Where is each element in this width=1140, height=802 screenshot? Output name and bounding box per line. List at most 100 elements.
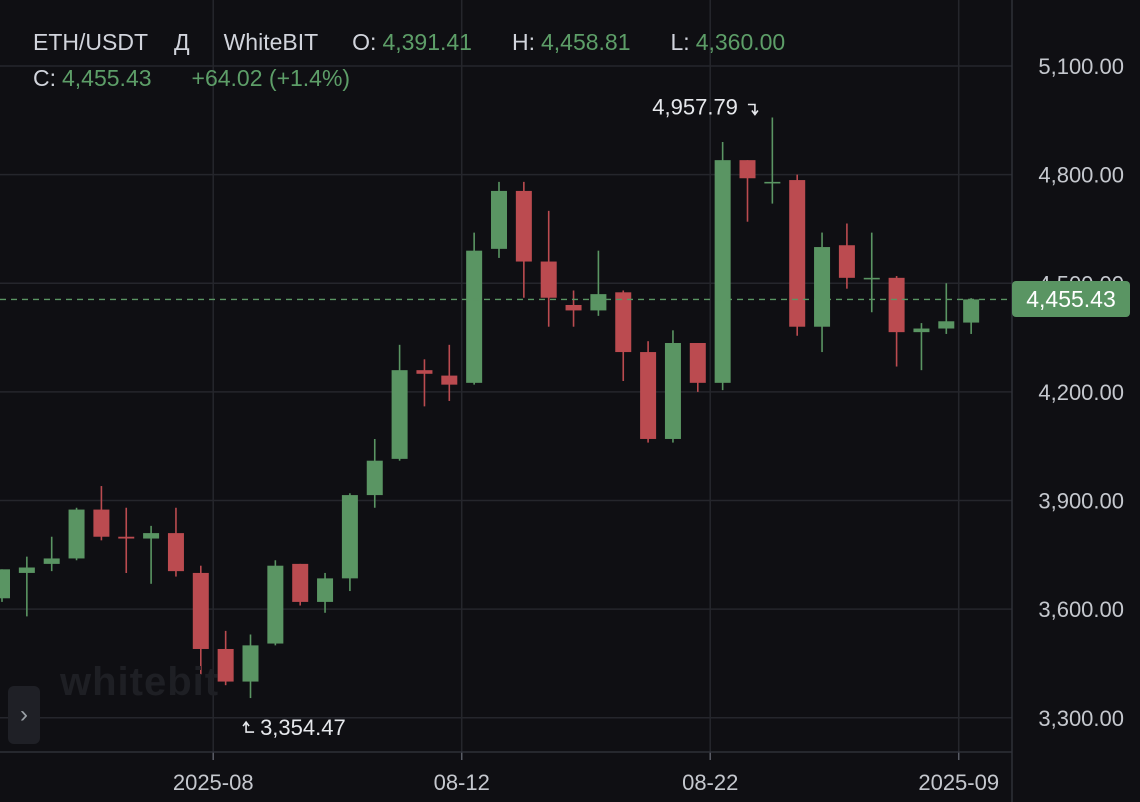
candle-body [242,645,259,682]
y-tick-label: 4,200.00 [1038,380,1124,405]
high-value: 4,458.81 [540,29,631,55]
candle [143,525,160,584]
candle-body [764,181,781,184]
candle-body [789,180,806,327]
chevron-right-icon: › [20,701,28,728]
candle [416,359,433,407]
candle [640,341,657,443]
candle [515,181,532,298]
candle [963,298,980,334]
candle-body [441,375,458,385]
symbol-label[interactable]: ETH/USDT [33,29,148,55]
candle [540,210,557,327]
scroll-left-button[interactable]: › [8,686,40,744]
candle-body [143,533,160,539]
candle-body [689,343,706,383]
timeframe-label[interactable]: Д [174,29,190,55]
exchange-label: WhiteBIT [223,29,319,55]
candle-body [192,572,209,649]
candle-body [739,160,756,179]
candle [714,142,731,391]
candle [366,438,383,508]
candle [491,181,507,258]
low-label: L: [670,29,690,55]
y-tick-label: 5,100.00 [1038,54,1124,79]
candle-body [640,352,657,439]
candle-body [366,460,383,496]
candle-body [317,578,334,602]
candle [689,343,706,392]
close-value: 4,455.43 [62,65,152,91]
grid [0,0,1012,752]
y-tick-label: 3,300.00 [1038,706,1124,731]
candle [590,250,607,316]
change-value: +64.02 (+1.4%) [191,65,351,91]
candle [441,344,458,401]
overlays: 4,957.79 3,354.47 [0,94,1012,740]
candle-body [565,304,582,311]
candle [292,563,309,606]
candle-body [217,648,234,682]
candle-body [68,509,85,559]
candle [888,276,905,367]
x-tick-label: 08-22 [682,770,738,795]
candle [838,223,855,289]
last-price-badge: 4,455.43 [1012,281,1130,318]
exchange-watermark: whitebit [60,660,220,704]
candle [789,174,806,336]
candle [565,290,582,327]
candle [267,560,284,646]
low-annotation-label: 3,354.47 [260,715,346,740]
candle [242,634,259,699]
candle-body [714,160,731,383]
candle-body [416,370,433,374]
candle [739,160,756,222]
candle [341,493,358,592]
open-value: 4,391.41 [382,29,472,55]
y-tick-label: 3,900.00 [1038,489,1124,514]
ohlc-legend: ETH/USDT Д WhiteBIT O: 4,391.41 H: 4,458… [33,24,785,96]
candle-body [292,563,309,602]
candle [118,507,135,573]
open-label: O: [352,29,377,55]
candle-body [0,569,10,599]
candle [317,572,334,613]
candle-body [491,190,507,249]
candle [68,507,85,561]
candle [814,232,831,353]
candle-body [615,292,632,353]
x-tick-label: 2025-08 [173,770,254,795]
candle-body [43,558,60,564]
candle [192,565,209,675]
candle-body [341,495,358,579]
candle [466,232,483,385]
candle [167,507,184,577]
candle-body [515,190,532,262]
candle-body [913,328,930,333]
candle-body [18,567,35,573]
candles [0,117,980,699]
candle-body [540,261,557,298]
candle [0,569,10,602]
candle-body [466,250,483,383]
candle [217,630,234,686]
candle [913,323,930,371]
candle [863,232,880,313]
candle [18,556,35,617]
candle [93,486,110,541]
candle-body [267,565,284,644]
candle-body [118,536,135,539]
low-value: 4,360.00 [695,29,786,55]
candle [43,536,60,572]
candle-body [863,277,880,280]
low-arrow-icon [242,720,255,733]
y-tick-label: 3,600.00 [1038,597,1124,622]
candle-body [938,321,955,329]
candle-body [838,245,855,278]
candle-body [167,533,184,572]
high-annotation-label: 4,957.79 [652,94,738,119]
candle-body [664,343,681,439]
candle [615,290,632,382]
high-label: H: [511,29,535,55]
